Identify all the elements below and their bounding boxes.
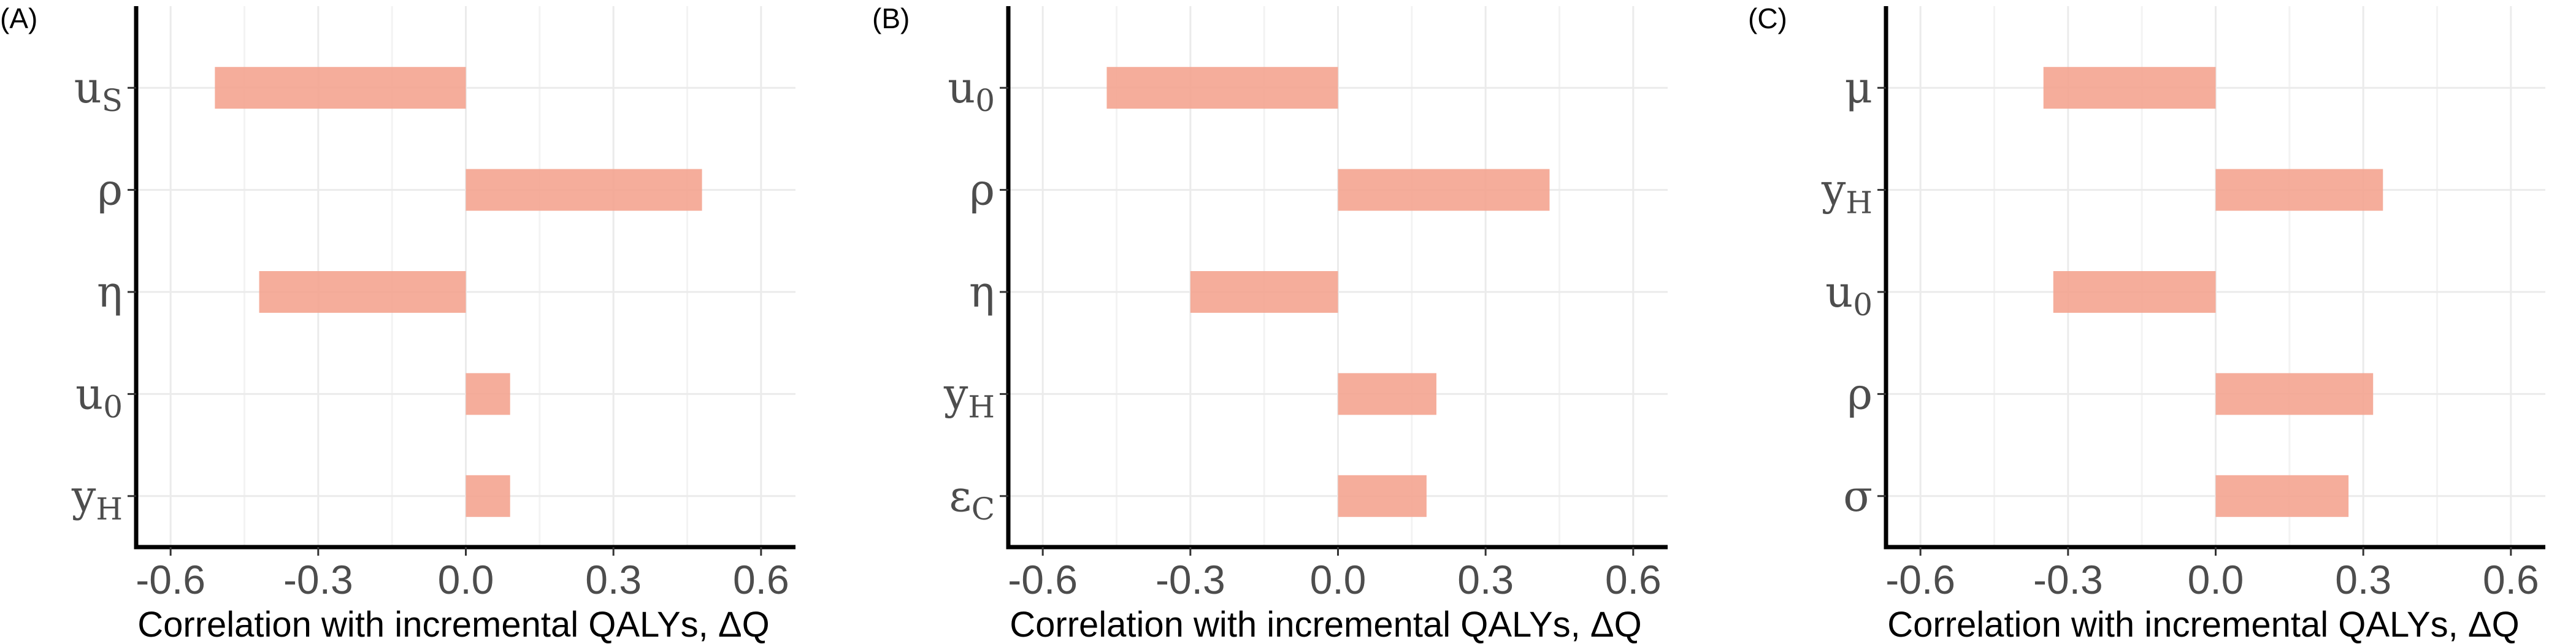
x-tick-label: 0.6 — [2483, 557, 2539, 602]
bar — [215, 67, 466, 109]
bar — [2053, 271, 2216, 313]
x-tick-label: -0.6 — [1885, 557, 1955, 602]
x-tick-label: -0.3 — [283, 557, 353, 602]
x-axis-title: Correlation with incremental QALYs, ΔQ — [1010, 605, 1642, 644]
category-label: η — [97, 267, 123, 317]
x-tick-label: -0.3 — [2033, 557, 2103, 602]
x-tick-label: 0.0 — [438, 557, 494, 602]
bar — [2215, 169, 2383, 211]
category-label: σ — [1843, 471, 1873, 521]
category-label: η — [969, 267, 995, 317]
bar — [1338, 373, 1436, 415]
bar — [259, 271, 466, 313]
x-tick-label: 0.0 — [2188, 557, 2244, 602]
bar — [466, 475, 510, 517]
x-axis-title: Correlation with incremental QALYs, ΔQ — [1887, 605, 2520, 644]
category-label: u0 — [1825, 267, 1873, 323]
panel-2: (B) u0 ρ η yH εC -0.6 -0.3 0.0 0.3 0.6Correlation … — [872, 2, 1668, 644]
category-label: u0 — [75, 369, 123, 424]
x-tick-label: 0.0 — [1310, 557, 1367, 602]
bar — [466, 169, 702, 211]
x-tick-label: 0.3 — [1457, 557, 1514, 602]
panel-letter: (A) — [0, 2, 37, 34]
x-tick-label: 0.6 — [1605, 557, 1662, 602]
x-tick-label: 0.3 — [2335, 557, 2391, 602]
x-axis-title: Correlation with incremental QALYs, ΔQ — [137, 605, 770, 644]
x-tick-label: 0.6 — [733, 557, 789, 602]
category-label: yH — [71, 471, 123, 527]
bar — [466, 373, 510, 415]
bar — [2215, 475, 2349, 517]
category-label: εC — [949, 471, 995, 527]
category-label: yH — [1821, 165, 1873, 221]
category-label: ρ — [1847, 369, 1873, 419]
bar — [1106, 67, 1338, 109]
panel-letter: (C) — [1748, 2, 1787, 34]
category-label: uS — [74, 63, 123, 118]
panel-letter: (B) — [872, 2, 910, 34]
panel-1: (A) uS ρ η u0 yH -0.6 -0.3 0.0 0.3 0.6Correlation … — [0, 2, 795, 644]
bar — [2215, 373, 2374, 415]
category-label: ρ — [970, 165, 995, 215]
x-tick-label: -0.6 — [136, 557, 205, 602]
x-tick-label: -0.6 — [1008, 557, 1078, 602]
bar — [1190, 271, 1338, 313]
category-label: ρ — [98, 165, 123, 215]
category-label: yH — [943, 369, 995, 424]
x-tick-label: 0.3 — [585, 557, 642, 602]
bar — [1338, 475, 1427, 517]
x-tick-label: -0.3 — [1156, 557, 1225, 602]
category-label: u0 — [948, 63, 995, 118]
bar — [1338, 169, 1550, 211]
category-label: μ — [1845, 63, 1873, 113]
bar — [2043, 67, 2216, 109]
